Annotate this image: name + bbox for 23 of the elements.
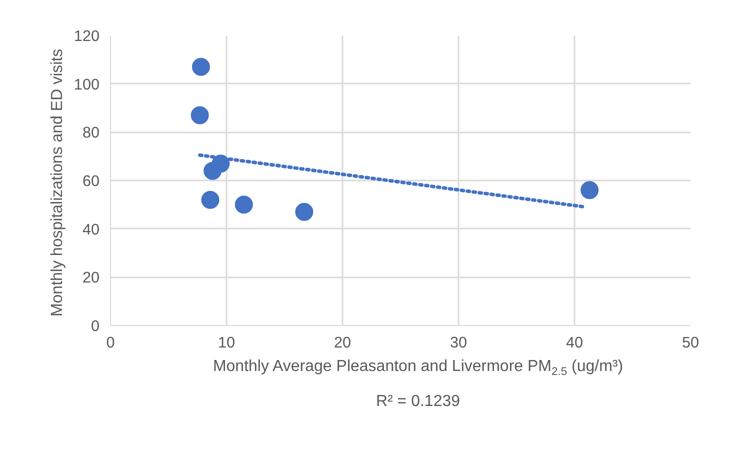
- point: [234, 196, 253, 214]
- point: [295, 202, 314, 221]
- y-axis-title: Monthly hospitalizations and ED visits: [48, 48, 66, 317]
- point: [192, 58, 210, 76]
- x-tick-label: 40: [566, 334, 584, 352]
- x-tick-label: 30: [450, 334, 468, 352]
- y-tick-label: 60: [82, 173, 100, 190]
- y-tick-label: 120: [74, 28, 100, 45]
- y-tick-label: 40: [82, 221, 100, 238]
- x-tick-label: 50: [682, 334, 700, 352]
- point: [204, 162, 222, 180]
- point: [190, 106, 209, 124]
- point: [201, 190, 220, 209]
- y-tick-label: 100: [74, 76, 100, 94]
- y-tick-label: 0: [90, 318, 100, 335]
- x-tick-label: 10: [218, 334, 236, 352]
- point: [580, 181, 599, 200]
- text: R² = 0.1239: [376, 392, 460, 412]
- x-axis-title: Monthly Average Pleasanton and Livermore PM$_{2.5}$ (ug/m³): [212, 357, 624, 380]
- x-tick-label: 0: [106, 334, 115, 352]
- y-tick-label: 20: [82, 270, 100, 287]
- x-tick-label: 20: [334, 334, 352, 352]
- y-tick-label: 80: [82, 124, 100, 142]
